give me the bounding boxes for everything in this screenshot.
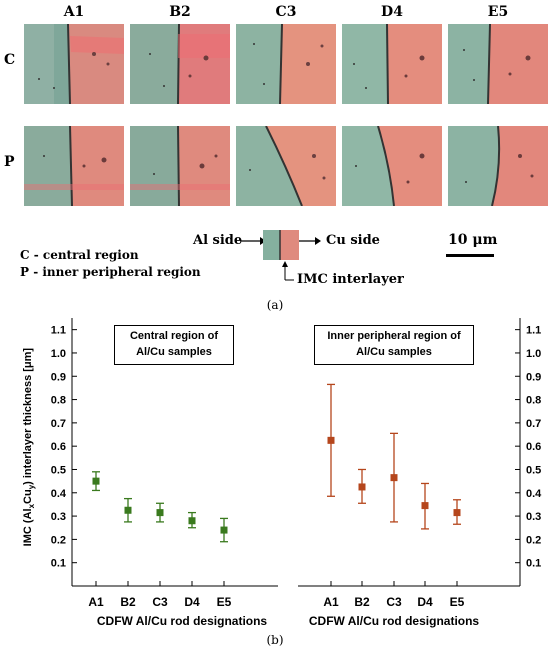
x-tick-label-peripheral-a1: A1 xyxy=(323,595,339,609)
data-point-central-b2 xyxy=(124,506,132,514)
legend-central: C - central region xyxy=(20,248,139,262)
micrograph-c-d4 xyxy=(342,24,442,104)
y-tick-label-left: 0.3 xyxy=(51,511,66,523)
caption-b: (b) xyxy=(266,633,284,647)
y-tick-label-right: 0.6 xyxy=(526,441,541,453)
micrograph-p-e5 xyxy=(448,126,548,206)
x-axis-label-peripheral: CDFW Al/Cu rod designations xyxy=(308,614,480,628)
x-tick-label-peripheral-b2: B2 xyxy=(354,595,370,609)
y-tick-label-right: 1.1 xyxy=(526,325,541,337)
y-tick-label-left: 0.9 xyxy=(51,371,66,383)
schematic-diagram xyxy=(240,230,321,281)
x-tick-label-peripheral-e5: E5 xyxy=(450,595,465,609)
x-tick-label-central-b2: B2 xyxy=(120,595,136,609)
y-tick-label-right: 1.0 xyxy=(526,348,541,360)
data-point-peripheral-c3 xyxy=(390,474,398,482)
column-label-b2: B2 xyxy=(169,4,191,20)
x-tick-label-central-d4: D4 xyxy=(184,595,200,609)
y-tick-label-left: 0.5 xyxy=(51,464,66,476)
imc-label: IMC interlayer xyxy=(297,272,404,287)
micrograph-p-b2 xyxy=(130,126,230,206)
scale-bar xyxy=(446,254,494,257)
x-tick-label-peripheral-c3: C3 xyxy=(386,595,402,609)
column-label-c3: C3 xyxy=(275,4,297,20)
y-tick-label-right: 0.9 xyxy=(526,371,541,383)
scale-bar-label: 10 μm xyxy=(448,232,498,248)
micrograph-c-e5 xyxy=(448,24,548,104)
y-tick-label-right: 0.5 xyxy=(526,464,541,476)
micrograph-p-a1 xyxy=(24,126,124,206)
y-tick-label-left: 0.2 xyxy=(51,534,66,546)
x-tick-label-central-a1: A1 xyxy=(88,595,104,609)
micrograph-c-a1 xyxy=(24,24,124,104)
central-panel-title: Central region of Al/Cu samples xyxy=(114,325,234,365)
row-label-peripheral: P xyxy=(4,154,15,170)
y-tick-label-right: 0.1 xyxy=(526,558,541,570)
row-label-central: C xyxy=(4,52,16,68)
al-side-label: Al side xyxy=(193,233,243,248)
column-label-e5: E5 xyxy=(487,4,509,20)
y-tick-label-right: 0.4 xyxy=(526,488,542,500)
micrograph-p-c3 xyxy=(236,126,336,206)
data-point-peripheral-a1 xyxy=(327,436,335,444)
y-axis-label: IMC (AlxCuy) interlayer thickness [μm] xyxy=(21,347,37,547)
y-tick-label-right: 0.3 xyxy=(526,511,541,523)
data-point-peripheral-b2 xyxy=(358,483,366,491)
data-point-central-e5 xyxy=(220,526,228,534)
x-axis-label-central: CDFW Al/Cu rod designations xyxy=(96,614,268,628)
micrograph-c-b2 xyxy=(130,24,230,104)
y-tick-label-left: 0.8 xyxy=(51,395,66,407)
x-tick-label-central-c3: C3 xyxy=(152,595,168,609)
y-tick-label-left: 0.1 xyxy=(51,558,66,570)
column-label-a1: A1 xyxy=(63,4,85,20)
data-point-central-a1 xyxy=(92,477,100,485)
data-point-central-c3 xyxy=(156,509,164,517)
y-tick-label-left: 0.6 xyxy=(51,441,66,453)
y-tick-label-right: 0.8 xyxy=(526,395,541,407)
y-tick-label-right: 0.7 xyxy=(526,418,541,430)
x-tick-label-peripheral-d4: D4 xyxy=(417,595,433,609)
y-tick-label-left: 0.7 xyxy=(51,418,66,430)
x-tick-label-central-e5: E5 xyxy=(217,595,232,609)
y-tick-label-left: 1.1 xyxy=(51,325,66,337)
legend-peripheral: P - inner peripheral region xyxy=(20,265,201,279)
y-tick-label-left: 1.0 xyxy=(51,348,66,360)
data-point-peripheral-e5 xyxy=(453,509,461,517)
cu-side-label: Cu side xyxy=(326,233,380,248)
data-point-peripheral-d4 xyxy=(421,502,429,510)
y-tick-label-left: 0.4 xyxy=(51,488,67,500)
micrograph-p-d4 xyxy=(342,126,442,206)
caption-a: (a) xyxy=(266,298,284,312)
data-point-central-d4 xyxy=(188,517,196,525)
y-tick-label-right: 0.2 xyxy=(526,534,541,546)
peripheral-panel-title: Inner peripheral region of Al/Cu samples xyxy=(314,325,474,365)
micrograph-c-c3 xyxy=(236,24,336,104)
column-label-d4: D4 xyxy=(381,4,403,20)
